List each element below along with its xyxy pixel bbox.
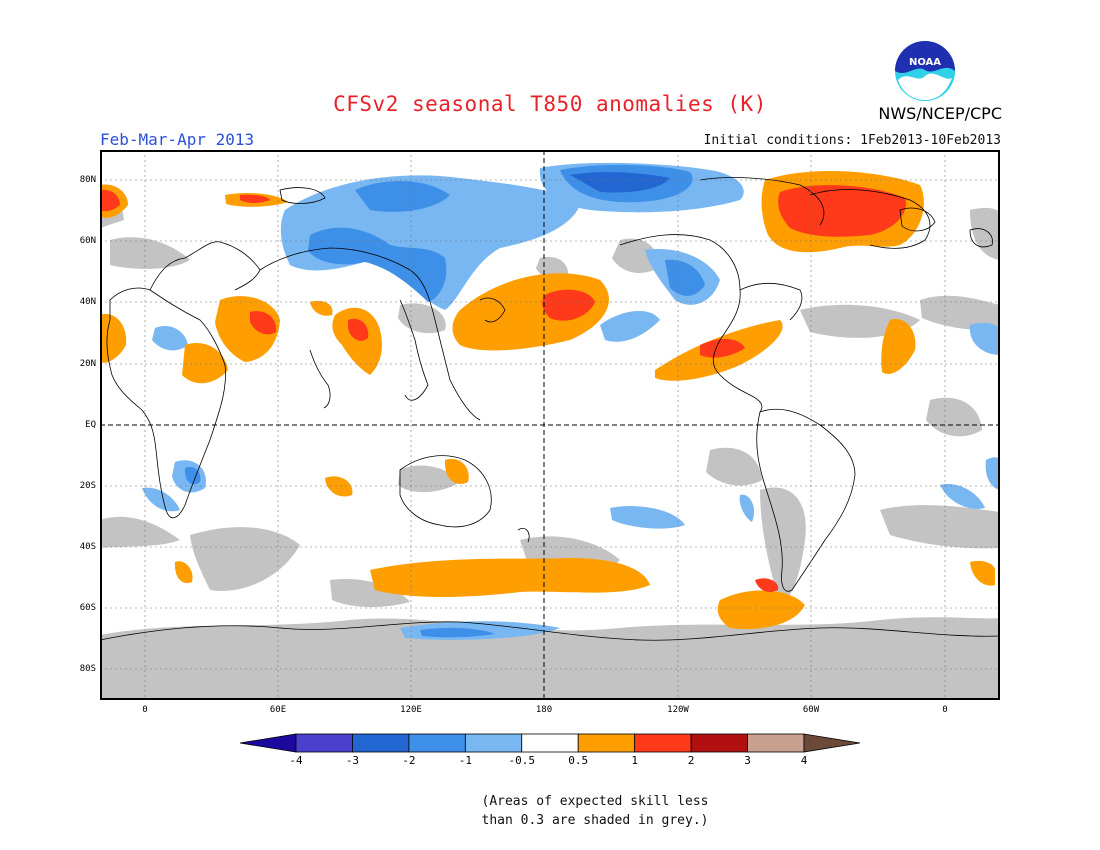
colorbar-tick-label: 3 xyxy=(744,754,751,767)
colorbar-tick-label: 4 xyxy=(800,754,808,767)
colorbar-segment xyxy=(295,733,353,753)
colorbar-segment xyxy=(577,733,636,753)
forecast-period: Feb-Mar-Apr 2013 xyxy=(100,130,255,149)
colorbar-segment xyxy=(352,733,410,753)
lon-label-0: 0 xyxy=(142,705,148,715)
skill-note: (Areas of expected skill less than 0.3 a… xyxy=(440,792,750,830)
reference-lines xyxy=(100,150,1000,700)
cold-anomaly-areas xyxy=(142,162,1000,640)
lat-label-40n: 40N xyxy=(79,297,96,307)
map-frame xyxy=(100,150,1000,700)
initial-conditions: Initial conditions: 1Feb2013-10Feb2013 xyxy=(703,133,1001,148)
colorbar-segment xyxy=(747,733,805,753)
lat-label-40s: 40S xyxy=(79,542,96,552)
colorbar-segment xyxy=(408,733,466,753)
lat-label-80s: 80S xyxy=(79,664,96,674)
skill-note-line1: (Areas of expected skill less xyxy=(481,794,709,809)
colorbar-tick-label: -3 xyxy=(345,754,360,767)
noaa-logo-icon: NOAA xyxy=(895,41,955,101)
colorbar-segment xyxy=(690,733,748,753)
colorbar-segment xyxy=(464,733,523,753)
svg-text:NOAA: NOAA xyxy=(909,57,941,68)
warm-anomaly-areas xyxy=(100,170,995,630)
colorbar-segment-above xyxy=(803,733,860,753)
colorbar xyxy=(240,733,860,753)
agency-label: NWS/NCEP/CPC xyxy=(878,104,1002,123)
lat-label-20n: 20N xyxy=(79,359,96,369)
lon-label-60w: 60W xyxy=(802,705,820,715)
colorbar-tick-label: -2 xyxy=(402,754,416,767)
lon-label-120w: 120W xyxy=(667,705,689,715)
coastlines xyxy=(100,177,1000,641)
lon-label-180: 180 xyxy=(535,705,553,715)
colorbar-tick-label: -1 xyxy=(458,754,472,767)
lat-label-eq: EQ xyxy=(85,420,96,430)
anomaly-map xyxy=(100,150,1000,700)
colorbar-tick-label: -0.5 xyxy=(508,754,536,767)
lat-label-20s: 20S xyxy=(79,481,96,491)
colorbar-tick-label: -4 xyxy=(289,754,303,767)
lon-label-120e: 120E xyxy=(400,705,422,715)
colorbar-tick-label: 0.5 xyxy=(568,754,589,767)
chart-title: CFSv2 seasonal T850 anomalies (K) xyxy=(333,92,767,116)
lon-label-60e: 60E xyxy=(269,705,287,715)
skill-note-line2: than 0.3 are shaded in grey.) xyxy=(481,813,709,828)
colorbar-segment xyxy=(634,733,692,753)
colorbar-segment-below xyxy=(240,733,297,753)
lat-label-60s: 60S xyxy=(79,603,96,613)
lat-label-80n: 80N xyxy=(79,175,96,185)
colorbar-tick-label: 2 xyxy=(687,754,695,767)
colorbar-segment xyxy=(521,733,579,753)
lat-label-60n: 60N xyxy=(79,236,96,246)
colorbar-tick-label: 1 xyxy=(631,754,638,767)
lon-label-0-east: 0 xyxy=(942,705,948,715)
